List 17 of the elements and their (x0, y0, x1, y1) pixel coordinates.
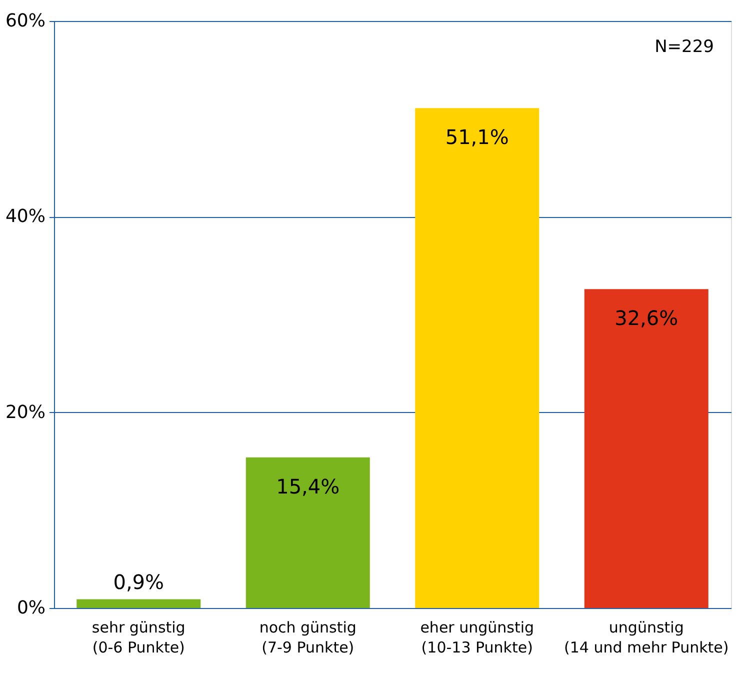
y-tick-label: 20% (5, 402, 46, 423)
y-tick-label: 40% (5, 206, 46, 228)
bar (76, 599, 201, 608)
data-label: 0,9% (113, 570, 164, 594)
x-tick-label: noch günstig (7-9 Punkte) (259, 618, 356, 656)
bar (246, 457, 370, 608)
bar (584, 289, 708, 608)
bar (415, 108, 540, 608)
y-tick-label: 0% (16, 598, 46, 618)
x-tick-label: sehr günstig (0-6 Punkte) (92, 618, 186, 656)
data-label: 32,6% (614, 306, 678, 330)
data-label: 15,4% (276, 474, 340, 498)
x-tick-label: ungünstig (14 und mehr Punkte) (564, 618, 729, 656)
annotation: N=229 (654, 37, 714, 57)
data-label: 51,1% (445, 125, 509, 150)
x-tick-label: eher ungünstig (10-13 Punkte) (420, 618, 534, 656)
y-tick-label: 60% (5, 10, 46, 32)
